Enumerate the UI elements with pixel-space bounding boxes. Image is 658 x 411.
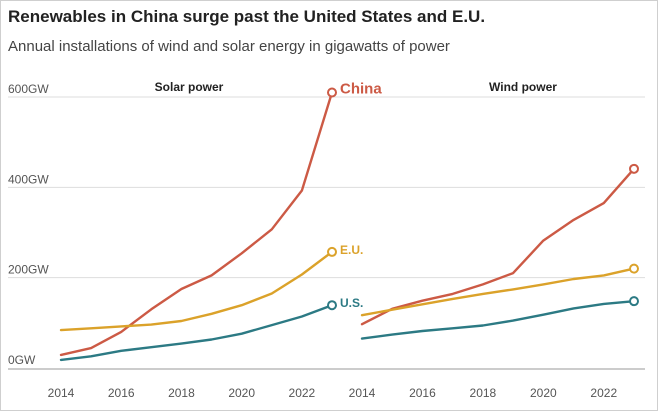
x-tick-label: 2022 xyxy=(289,386,316,400)
x-tick-label: 2018 xyxy=(168,386,195,400)
end-marker-eu xyxy=(629,263,639,274)
panel-title-wind: Wind power xyxy=(489,80,557,94)
x-tick-label: 2022 xyxy=(590,386,617,400)
series-line-china xyxy=(59,91,334,357)
x-tick-label: 2016 xyxy=(108,386,135,400)
x-tick-label: 2014 xyxy=(48,386,75,400)
series-line-eu xyxy=(360,267,636,317)
end-marker-china xyxy=(629,163,639,174)
series-label-eu: E.U. xyxy=(340,243,363,257)
series-label-china: China xyxy=(340,80,382,97)
series-line-us xyxy=(360,300,636,340)
end-marker-us xyxy=(629,296,639,307)
end-marker-us xyxy=(327,300,337,311)
x-tick-label: 2020 xyxy=(530,386,557,400)
panel-title-solar: Solar power xyxy=(155,80,224,94)
series-label-us: U.S. xyxy=(340,296,363,310)
end-marker-eu xyxy=(327,246,337,257)
y-tick-label: 0GW xyxy=(8,353,36,367)
x-tick-label: 2016 xyxy=(409,386,436,400)
end-marker-china xyxy=(327,87,337,98)
y-tick-label: 600GW xyxy=(8,82,49,96)
y-tick-label: 400GW xyxy=(8,172,49,186)
series-line-us xyxy=(59,304,334,362)
series-line-eu xyxy=(59,250,334,332)
chart-subtitle: Annual installations of wind and solar e… xyxy=(8,38,450,55)
y-tick-label: 200GW xyxy=(8,263,49,277)
x-tick-label: 2020 xyxy=(228,386,255,400)
series-line-china xyxy=(360,167,636,326)
chart-title: Renewables in China surge past the Unite… xyxy=(8,7,486,26)
x-tick-label: 2014 xyxy=(349,386,376,400)
x-tick-label: 2018 xyxy=(470,386,497,400)
